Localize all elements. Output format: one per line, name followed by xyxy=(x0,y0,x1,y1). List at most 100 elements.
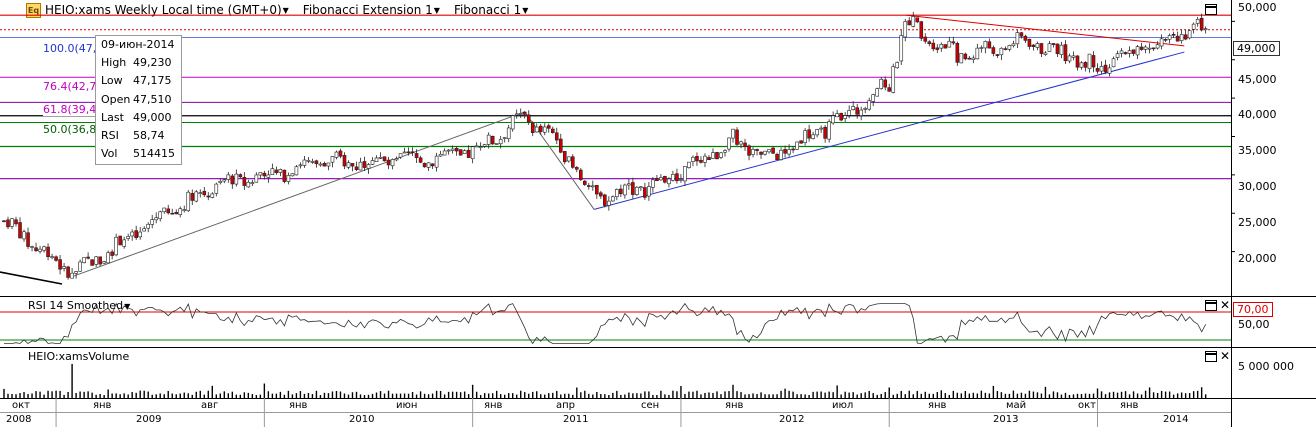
candle-body xyxy=(887,87,892,92)
x-month-label: янв xyxy=(725,400,744,411)
candle-body xyxy=(486,134,491,145)
candle-body xyxy=(522,111,527,115)
candle-body xyxy=(514,113,519,116)
chevron-down-icon[interactable]: ▼ xyxy=(522,5,529,15)
candle xyxy=(815,128,819,138)
candle-body xyxy=(1131,49,1136,54)
candle-body xyxy=(34,247,38,251)
close-icon[interactable]: ✕ xyxy=(1220,349,1231,363)
candle-body xyxy=(1043,52,1048,55)
candle-body xyxy=(298,164,303,167)
maximize-icon[interactable] xyxy=(1205,4,1217,15)
study-fib-extension[interactable]: Fibonacci Extension 1 xyxy=(302,3,433,17)
candle-body xyxy=(779,149,783,160)
candle xyxy=(470,146,475,164)
candle xyxy=(510,114,515,132)
candle-body xyxy=(230,175,235,185)
candle xyxy=(234,169,239,187)
candle-body xyxy=(919,21,924,39)
candle xyxy=(1115,50,1120,61)
candle xyxy=(611,195,615,202)
candle xyxy=(122,236,126,249)
candle xyxy=(935,44,940,53)
candle-body xyxy=(675,173,679,182)
candle-body xyxy=(743,142,747,148)
candle xyxy=(34,242,38,252)
chevron-down-icon[interactable]: ▼ xyxy=(124,302,131,311)
candle xyxy=(775,152,779,160)
candle xyxy=(318,161,323,167)
candle xyxy=(823,125,827,143)
candle xyxy=(1195,16,1200,27)
candle-body xyxy=(362,161,367,168)
candle xyxy=(94,256,98,268)
candle xyxy=(314,159,319,168)
candle-body xyxy=(182,209,187,211)
candle-body xyxy=(775,153,779,160)
candle-body xyxy=(46,246,50,258)
candle xyxy=(723,149,727,157)
candle xyxy=(1015,29,1020,48)
candle-body xyxy=(1067,55,1072,62)
volume-panel-title: HEIO:xamsVolume xyxy=(28,350,130,363)
candle xyxy=(166,204,171,215)
eq-icon[interactable]: Eq xyxy=(26,2,41,18)
candle xyxy=(751,147,755,158)
candle-body xyxy=(442,150,447,156)
close-icon[interactable]: ✕ xyxy=(1220,298,1231,312)
maximize-icon[interactable] xyxy=(1205,351,1217,362)
chevron-down-icon[interactable]: ▼ xyxy=(433,5,440,15)
chevron-down-icon[interactable]: ▼ xyxy=(282,5,289,15)
candle-body xyxy=(534,126,539,133)
candle xyxy=(855,103,859,119)
x-year-label: 2008 xyxy=(6,414,32,425)
candle xyxy=(542,123,547,136)
candle xyxy=(583,179,587,187)
candle xyxy=(422,162,427,168)
symbol-title[interactable]: HEIO:xams Weekly Local time (GMT+0) xyxy=(45,3,282,17)
candle xyxy=(150,214,155,229)
candle xyxy=(1099,61,1104,74)
rsi-tick-50: 50,00 xyxy=(1238,318,1270,331)
candle-body xyxy=(322,163,327,167)
candle xyxy=(659,174,663,181)
maximize-icon[interactable] xyxy=(1205,300,1217,311)
candle-body xyxy=(1119,50,1124,54)
candle-body xyxy=(679,179,683,181)
candle-body xyxy=(186,191,191,212)
fib-label-764: 76.4(42,71 xyxy=(43,80,104,93)
info-date: 09-июн-2014 xyxy=(101,38,175,51)
candle-body xyxy=(1083,62,1088,68)
candle xyxy=(42,245,46,253)
candle-body xyxy=(26,232,30,247)
candle xyxy=(454,146,459,156)
candle-body xyxy=(198,192,203,194)
candle-body xyxy=(1063,44,1068,62)
candle xyxy=(779,147,783,161)
study-fibonacci[interactable]: Fibonacci 1 xyxy=(453,3,522,17)
candle-body xyxy=(911,16,916,27)
candle-body xyxy=(963,53,968,60)
candle-body xyxy=(38,248,42,252)
candle xyxy=(254,172,259,183)
rsi-panel-title[interactable]: RSI 14 Smoothed▼ xyxy=(28,299,131,312)
candle-body xyxy=(278,169,283,173)
candle xyxy=(1055,43,1060,58)
candle xyxy=(787,144,791,157)
candle xyxy=(627,178,631,190)
candle xyxy=(1083,61,1088,72)
candle xyxy=(1159,34,1164,50)
candle-body xyxy=(226,174,231,180)
candle xyxy=(566,156,571,163)
candle xyxy=(38,245,42,254)
candle xyxy=(747,144,751,161)
candle-body xyxy=(667,178,671,185)
x-month-label: июл xyxy=(832,400,854,411)
candle xyxy=(18,217,22,239)
candle-body xyxy=(1147,47,1152,50)
candle-body xyxy=(446,149,451,152)
candle xyxy=(871,93,876,107)
candle-body xyxy=(1103,64,1108,73)
candle-body xyxy=(538,125,543,132)
